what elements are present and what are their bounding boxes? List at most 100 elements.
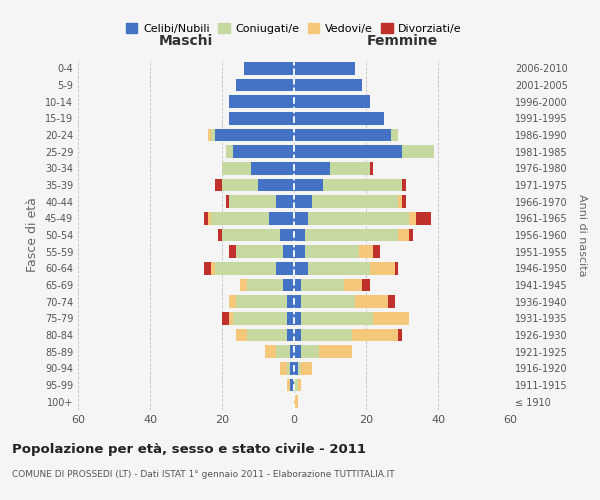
Bar	[287, 312, 294, 324]
Bar	[233, 146, 294, 158]
Bar	[370, 162, 373, 174]
Bar	[211, 262, 215, 274]
Bar	[373, 312, 409, 324]
Bar	[229, 96, 294, 108]
Bar	[305, 229, 398, 241]
Bar	[276, 346, 290, 358]
Bar	[344, 279, 362, 291]
Bar	[276, 196, 294, 208]
Bar	[294, 112, 384, 124]
Bar	[265, 346, 276, 358]
Bar	[269, 212, 294, 224]
Bar	[294, 262, 308, 274]
Y-axis label: Anni di nascita: Anni di nascita	[577, 194, 587, 276]
Text: Maschi: Maschi	[159, 34, 213, 48]
Bar	[319, 346, 352, 358]
Bar	[240, 279, 247, 291]
Bar	[308, 262, 370, 274]
Bar	[211, 129, 215, 141]
Bar	[298, 362, 301, 374]
Bar	[290, 362, 294, 374]
Bar	[233, 312, 287, 324]
Bar	[409, 229, 413, 241]
Bar	[391, 129, 398, 141]
Bar	[204, 262, 211, 274]
Bar	[283, 279, 294, 291]
Bar	[301, 329, 352, 341]
Bar	[222, 162, 251, 174]
Bar	[211, 212, 269, 224]
Bar	[290, 379, 294, 391]
Bar	[294, 396, 298, 408]
Bar	[236, 296, 287, 308]
Bar	[388, 296, 395, 308]
Bar	[352, 329, 398, 341]
Text: COMUNE DI PROSSEDI (LT) - Dati ISTAT 1° gennaio 2011 - Elaborazione TUTTITALIA.I: COMUNE DI PROSSEDI (LT) - Dati ISTAT 1° …	[12, 470, 395, 479]
Bar	[247, 329, 287, 341]
Bar	[222, 179, 258, 192]
Bar	[226, 196, 229, 208]
Bar	[301, 362, 312, 374]
Bar	[294, 129, 391, 141]
Bar	[301, 279, 344, 291]
Bar	[409, 212, 416, 224]
Bar	[395, 262, 398, 274]
Text: Femmine: Femmine	[367, 34, 437, 48]
Bar	[330, 162, 370, 174]
Bar	[215, 262, 276, 274]
Bar	[215, 179, 222, 192]
Bar	[229, 112, 294, 124]
Bar	[280, 362, 287, 374]
Bar	[362, 279, 370, 291]
Bar	[222, 229, 280, 241]
Bar	[247, 279, 283, 291]
Bar	[294, 362, 298, 374]
Bar	[301, 346, 319, 358]
Bar	[229, 296, 236, 308]
Bar	[398, 196, 402, 208]
Bar	[294, 62, 355, 74]
Bar	[294, 146, 402, 158]
Bar	[298, 379, 301, 391]
Bar	[287, 329, 294, 341]
Bar	[215, 129, 294, 141]
Bar	[301, 296, 355, 308]
Bar	[373, 246, 380, 258]
Bar	[294, 379, 298, 391]
Bar	[294, 246, 305, 258]
Bar	[208, 129, 211, 141]
Bar	[308, 212, 409, 224]
Bar	[287, 379, 290, 391]
Bar	[294, 346, 301, 358]
Bar	[222, 312, 229, 324]
Bar	[294, 179, 323, 192]
Text: Popolazione per età, sesso e stato civile - 2011: Popolazione per età, sesso e stato civil…	[12, 442, 366, 456]
Bar	[218, 229, 222, 241]
Bar	[294, 196, 312, 208]
Bar	[402, 196, 406, 208]
Bar	[244, 62, 294, 74]
Bar	[236, 246, 283, 258]
Legend: Celibi/Nubili, Coniugati/e, Vedovi/e, Divorziati/e: Celibi/Nubili, Coniugati/e, Vedovi/e, Di…	[122, 18, 466, 38]
Bar	[294, 229, 305, 241]
Bar	[294, 312, 301, 324]
Bar	[294, 96, 370, 108]
Bar	[290, 346, 294, 358]
Bar	[370, 262, 395, 274]
Bar	[305, 246, 359, 258]
Bar	[229, 246, 236, 258]
Bar	[276, 262, 294, 274]
Bar	[283, 246, 294, 258]
Bar	[402, 146, 434, 158]
Bar	[208, 212, 211, 224]
Bar	[229, 196, 276, 208]
Bar	[294, 162, 330, 174]
Bar	[323, 179, 402, 192]
Bar	[398, 329, 402, 341]
Y-axis label: Fasce di età: Fasce di età	[26, 198, 39, 272]
Bar	[294, 79, 362, 92]
Bar	[287, 296, 294, 308]
Bar	[359, 246, 373, 258]
Bar	[236, 79, 294, 92]
Bar	[355, 296, 388, 308]
